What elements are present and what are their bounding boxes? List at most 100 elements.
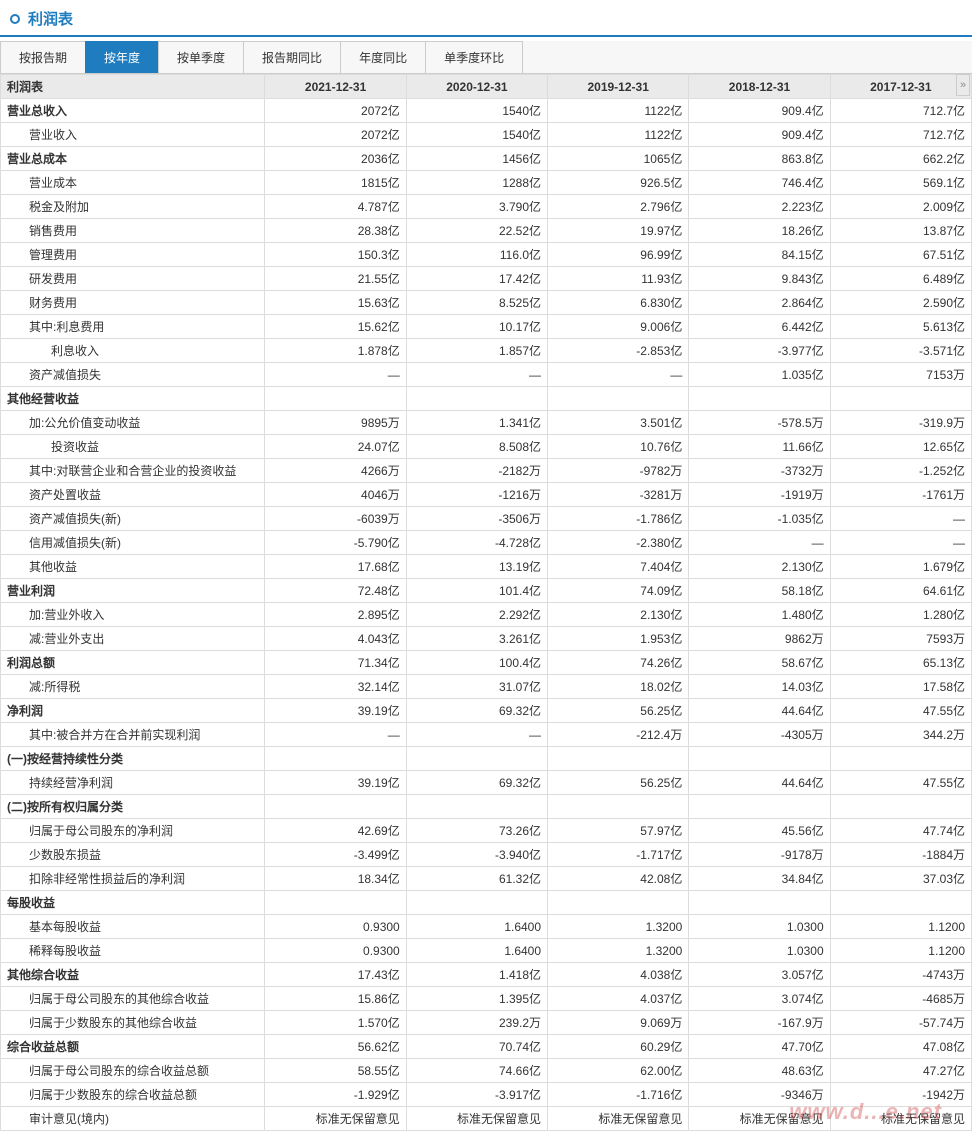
cell: -9178万 [689, 843, 830, 867]
cell: 22.52亿 [406, 219, 547, 243]
cell: — [830, 507, 971, 531]
cell: -1.786亿 [548, 507, 689, 531]
table-row: 其他收益17.68亿13.19亿7.404亿2.130亿1.679亿 [1, 555, 972, 579]
table-row: 其中:对联营企业和合营企业的投资收益4266万-2182万-9782万-3732… [1, 459, 972, 483]
cell: 24.07亿 [265, 435, 406, 459]
cell: 47.74亿 [830, 819, 971, 843]
table-row: 净利润39.19亿69.32亿56.25亿44.64亿47.55亿 [1, 699, 972, 723]
row-label: 归属于少数股东的其他综合收益 [1, 1011, 265, 1035]
table-row: 资产减值损失———1.035亿7153万 [1, 363, 972, 387]
tab-0[interactable]: 按报告期 [0, 41, 86, 73]
cell: 7153万 [830, 363, 971, 387]
cell: 31.07亿 [406, 675, 547, 699]
cell: 15.62亿 [265, 315, 406, 339]
table-row: 研发费用21.55亿17.42亿11.93亿9.843亿6.489亿 [1, 267, 972, 291]
table-row: 营业总收入2072亿1540亿1122亿909.4亿712.7亿 [1, 99, 972, 123]
cell: 47.70亿 [689, 1035, 830, 1059]
col-header-0: 2021-12-31 [265, 75, 406, 99]
page-header: 利润表 [0, 0, 972, 37]
cell: 1065亿 [548, 147, 689, 171]
cell: 2.590亿 [830, 291, 971, 315]
cell: 1.0300 [689, 939, 830, 963]
cell: 2.130亿 [548, 603, 689, 627]
cell: 1.418亿 [406, 963, 547, 987]
tab-3[interactable]: 报告期同比 [243, 41, 341, 73]
row-label: 投资收益 [1, 435, 265, 459]
cell: -4743万 [830, 963, 971, 987]
cell: -3.940亿 [406, 843, 547, 867]
cell: 909.4亿 [689, 99, 830, 123]
table-row: 稀释每股收益0.93001.64001.32001.03001.1200 [1, 939, 972, 963]
cell: 3.261亿 [406, 627, 547, 651]
cell: 57.97亿 [548, 819, 689, 843]
cell: 3.790亿 [406, 195, 547, 219]
cell: 9895万 [265, 411, 406, 435]
table-row: 营业利润72.48亿101.4亿74.09亿58.18亿64.61亿 [1, 579, 972, 603]
cell: 2.292亿 [406, 603, 547, 627]
cell [406, 387, 547, 411]
row-label: 资产处置收益 [1, 483, 265, 507]
cell: 6.830亿 [548, 291, 689, 315]
cell: 96.99亿 [548, 243, 689, 267]
cell [548, 795, 689, 819]
row-label: 其他收益 [1, 555, 265, 579]
cell: 9.069万 [548, 1011, 689, 1035]
tab-4[interactable]: 年度同比 [340, 41, 426, 73]
table-row: 归属于母公司股东的综合收益总额58.55亿74.66亿62.00亿48.63亿4… [1, 1059, 972, 1083]
cell: 239.2万 [406, 1011, 547, 1035]
cell: 0.9300 [265, 939, 406, 963]
tab-2[interactable]: 按单季度 [158, 41, 244, 73]
cell: 74.09亿 [548, 579, 689, 603]
cell: -578.5万 [689, 411, 830, 435]
cell: — [830, 531, 971, 555]
cell: -3.499亿 [265, 843, 406, 867]
cell: 5.613亿 [830, 315, 971, 339]
row-label: 归属于母公司股东的综合收益总额 [1, 1059, 265, 1083]
table-row: 加:公允价值变动收益9895万1.341亿3.501亿-578.5万-319.9… [1, 411, 972, 435]
table-row: 其中:利息费用15.62亿10.17亿9.006亿6.442亿5.613亿 [1, 315, 972, 339]
cell: 3.057亿 [689, 963, 830, 987]
cell: 74.26亿 [548, 651, 689, 675]
tab-1[interactable]: 按年度 [85, 41, 159, 73]
table-row: 减:营业外支出4.043亿3.261亿1.953亿9862万7593万 [1, 627, 972, 651]
cell: 74.66亿 [406, 1059, 547, 1083]
cell: 69.32亿 [406, 771, 547, 795]
cell: 1122亿 [548, 123, 689, 147]
cell: -1761万 [830, 483, 971, 507]
col-header-2: 2019-12-31 [548, 75, 689, 99]
cell: 1.953亿 [548, 627, 689, 651]
cell: 17.58亿 [830, 675, 971, 699]
row-label: 审计意见(境内) [1, 1107, 265, 1131]
scroll-next-button[interactable]: » [956, 74, 970, 96]
cell: 47.55亿 [830, 699, 971, 723]
cell: -4685万 [830, 987, 971, 1011]
row-label: 营业总成本 [1, 147, 265, 171]
row-label: 营业利润 [1, 579, 265, 603]
cell [689, 387, 830, 411]
row-label: 加:营业外收入 [1, 603, 265, 627]
cell: — [548, 363, 689, 387]
table-row: 利息收入1.878亿1.857亿-2.853亿-3.977亿-3.571亿 [1, 339, 972, 363]
table-row: 其他综合收益17.43亿1.418亿4.038亿3.057亿-4743万 [1, 963, 972, 987]
cell: 1.679亿 [830, 555, 971, 579]
cell: 64.61亿 [830, 579, 971, 603]
tab-5[interactable]: 单季度环比 [425, 41, 523, 73]
cell [265, 387, 406, 411]
cell: 28.38亿 [265, 219, 406, 243]
cell: -1919万 [689, 483, 830, 507]
cell: 15.63亿 [265, 291, 406, 315]
cell: 4266万 [265, 459, 406, 483]
cell: 7593万 [830, 627, 971, 651]
table-row: 营业收入2072亿1540亿1122亿909.4亿712.7亿 [1, 123, 972, 147]
cell: 863.8亿 [689, 147, 830, 171]
cell: 47.55亿 [830, 771, 971, 795]
cell: -2.853亿 [548, 339, 689, 363]
table-row: 资产减值损失(新)-6039万-3506万-1.786亿-1.035亿— [1, 507, 972, 531]
cell: 69.32亿 [406, 699, 547, 723]
row-label: (二)按所有权归属分类 [1, 795, 265, 819]
cell: 42.08亿 [548, 867, 689, 891]
table-row: 信用减值损失(新)-5.790亿-4.728亿-2.380亿—— [1, 531, 972, 555]
cell: 标准无保留意见 [830, 1107, 971, 1131]
cell: 39.19亿 [265, 699, 406, 723]
cell: -319.9万 [830, 411, 971, 435]
